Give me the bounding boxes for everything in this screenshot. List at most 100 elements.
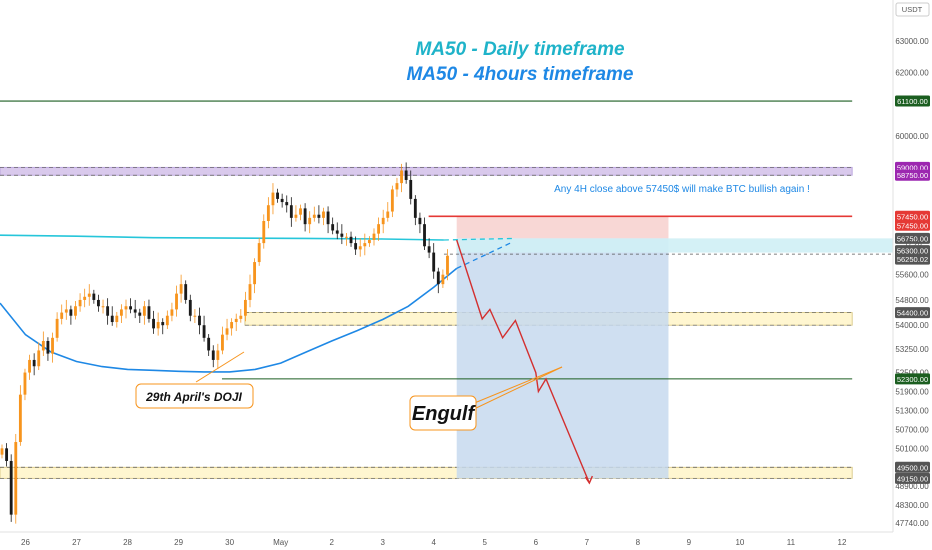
candle <box>170 302 174 322</box>
candle <box>5 443 9 467</box>
time-axis[interactable]: 26 27 28 29 30 May 2 3 4 5 6 7 8 9 10 11 12 <box>0 531 893 547</box>
time-tick-label: 9 <box>687 538 692 547</box>
candle <box>446 249 449 281</box>
price-label-badge: 57450.00 <box>895 210 930 222</box>
candle <box>225 318 229 341</box>
candle <box>64 299 68 320</box>
projection-arrowhead <box>584 475 594 485</box>
bullish-note: Any 4H close above 57450$ will make BTC … <box>554 184 810 195</box>
price-label-badge: 56300.00 <box>895 245 930 257</box>
projected-drop-path[interactable] <box>456 239 591 484</box>
candle <box>239 309 243 323</box>
candle <box>289 197 293 227</box>
candle <box>106 298 110 325</box>
candle <box>358 238 362 257</box>
time-tick-label: 4 <box>432 538 437 547</box>
candle <box>276 188 279 203</box>
short-position-tool[interactable] <box>443 216 893 479</box>
candle <box>147 299 151 323</box>
time-tick-label: 6 <box>534 538 539 547</box>
candle <box>55 312 59 342</box>
price-label-badge: 56750.00 <box>895 232 930 244</box>
supply-zone[interactable] <box>0 166 853 176</box>
candle <box>280 193 284 208</box>
svg-text:59000.00: 59000.00 <box>897 163 928 172</box>
engulf-callout-line-1 <box>471 366 563 405</box>
annotations[interactable]: MA50 - Daily timeframe MA50 - 4hours tim… <box>135 39 810 431</box>
candle <box>423 217 426 251</box>
candle <box>46 337 50 361</box>
engulf-label: Engulf <box>412 403 477 425</box>
time-tick-label: 12 <box>838 538 847 547</box>
candle <box>377 217 381 241</box>
candle <box>395 177 399 197</box>
candle <box>381 209 385 234</box>
title-ma50-daily: MA50 - Daily timeframe <box>415 39 625 60</box>
svg-text:56250.02: 56250.02 <box>897 255 928 264</box>
candle <box>41 331 45 356</box>
candle <box>317 205 321 224</box>
time-tick-label: 11 <box>787 538 796 547</box>
time-tick-label: 7 <box>585 538 590 547</box>
svg-text:49500.00: 49500.00 <box>897 463 928 472</box>
candle <box>266 197 270 229</box>
price-tick-label: 60000.00 <box>895 132 929 141</box>
price-tick-label: 51300.00 <box>895 406 929 415</box>
svg-text:61100.00: 61100.00 <box>897 97 928 106</box>
candle <box>418 212 422 234</box>
candle <box>234 313 238 332</box>
candle <box>74 301 77 320</box>
time-tick-label: 2 <box>329 538 334 547</box>
candle <box>23 368 27 401</box>
currency-badge[interactable] <box>895 2 930 17</box>
price-tick-label: 63000.00 <box>895 37 929 46</box>
price-tick-label: 53250.00 <box>895 345 929 354</box>
engulf-callout-box <box>409 395 477 431</box>
projection-path[interactable] <box>456 239 594 485</box>
price-label-badge: 52300.00 <box>895 373 930 385</box>
svg-text:57450.00: 57450.00 <box>897 212 928 221</box>
price-tick-label: 48900.00 <box>895 482 929 491</box>
candle <box>97 294 100 312</box>
support-zone-49k[interactable] <box>0 466 853 479</box>
candle <box>87 284 91 306</box>
candle <box>400 163 403 193</box>
candle <box>372 228 376 246</box>
candle <box>129 298 133 314</box>
candle <box>308 211 312 234</box>
price-label-badge: 54400.00 <box>895 307 930 319</box>
candle <box>124 299 128 319</box>
candle <box>60 304 64 325</box>
engulf-callout-line-2 <box>471 366 563 411</box>
candle <box>243 291 247 322</box>
price-tick-label: 54000.00 <box>895 321 929 330</box>
position-target-area[interactable] <box>456 238 669 479</box>
position-stop-area[interactable] <box>456 216 669 239</box>
candle <box>14 433 18 524</box>
candle <box>404 162 408 184</box>
candle <box>37 342 41 371</box>
ma50-4h-line <box>0 267 458 373</box>
svg-text:56750.00: 56750.00 <box>897 234 928 243</box>
candle <box>216 343 220 369</box>
candle <box>156 312 160 336</box>
time-tick-label: 27 <box>72 538 81 547</box>
price-tick-label: 50700.00 <box>895 425 929 434</box>
candle <box>257 237 261 266</box>
candle <box>303 203 307 232</box>
candle <box>299 204 302 221</box>
candle <box>18 385 22 446</box>
candle <box>354 236 358 255</box>
candle <box>138 308 142 323</box>
title-ma50-4h: MA50 - 4hours timeframe <box>406 64 633 85</box>
svg-text:49150.00: 49150.00 <box>897 474 928 483</box>
ma50-daily-line <box>0 234 444 241</box>
price-axis[interactable]: USDT 63000.00 62000.00 60000.00 55600.00 548… <box>892 0 930 532</box>
candle <box>253 258 257 294</box>
ma50-4h-extension <box>456 242 511 269</box>
candle <box>207 334 211 356</box>
time-tick-label: 5 <box>483 538 488 547</box>
candle <box>165 310 169 329</box>
